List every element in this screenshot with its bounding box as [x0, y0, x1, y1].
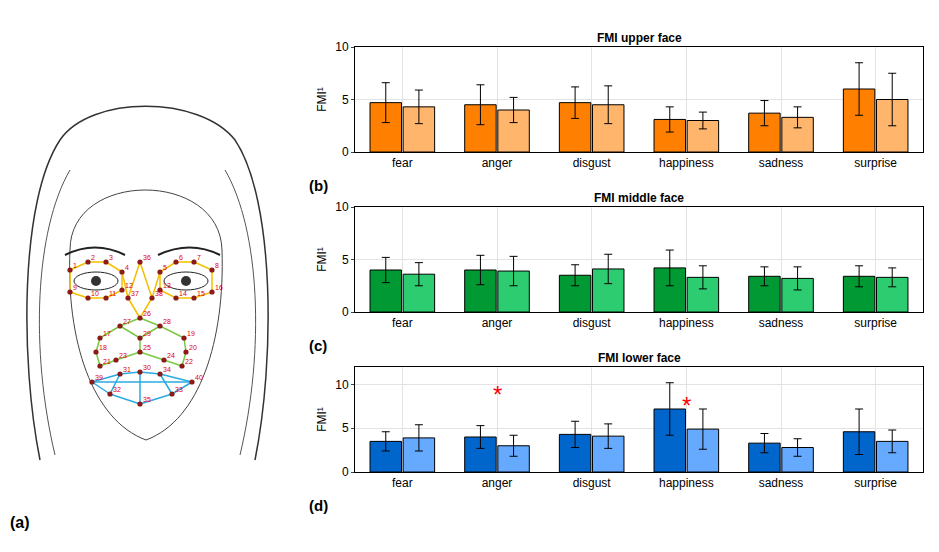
svg-text:FMI upper face: FMI upper face: [597, 31, 682, 45]
svg-text:disgust: disgust: [573, 156, 612, 170]
svg-text:20: 20: [189, 344, 197, 351]
svg-text:fear: fear: [392, 156, 413, 170]
svg-text:19: 19: [187, 330, 195, 337]
svg-text:0: 0: [342, 145, 349, 159]
svg-text:5: 5: [342, 93, 349, 107]
svg-text:10: 10: [335, 40, 349, 54]
svg-text:FMI lower face: FMI lower face: [598, 351, 681, 365]
svg-text:27: 27: [123, 318, 131, 325]
svg-text:(d): (d): [309, 497, 328, 514]
svg-text:15: 15: [197, 290, 205, 297]
svg-text:9: 9: [73, 284, 77, 291]
svg-text:23: 23: [119, 352, 127, 359]
svg-text:10: 10: [91, 290, 99, 297]
svg-text:(c): (c): [309, 337, 327, 354]
svg-text:18: 18: [99, 344, 107, 351]
svg-text:6: 6: [179, 254, 183, 261]
svg-text:happiness: happiness: [659, 476, 714, 490]
svg-text:1: 1: [73, 262, 77, 269]
svg-text:33: 33: [175, 386, 183, 393]
svg-text:4: 4: [125, 264, 129, 271]
svg-text:25: 25: [143, 344, 151, 351]
svg-text:21: 21: [103, 358, 111, 365]
svg-text:0: 0: [342, 465, 349, 479]
svg-text:11: 11: [109, 290, 116, 297]
svg-text:16: 16: [215, 284, 223, 291]
svg-text:FMI¹: FMI¹: [315, 87, 329, 112]
svg-text:sadness: sadness: [759, 156, 804, 170]
svg-text:disgust: disgust: [573, 316, 612, 330]
svg-text:31: 31: [123, 366, 131, 373]
svg-text:17: 17: [103, 330, 111, 337]
svg-text:sadness: sadness: [759, 316, 804, 330]
svg-text:happiness: happiness: [659, 156, 714, 170]
svg-text:32: 32: [113, 386, 121, 393]
svg-text:fear: fear: [392, 316, 413, 330]
svg-text:*: *: [493, 381, 502, 408]
svg-text:12: 12: [125, 282, 133, 289]
svg-text:39: 39: [95, 374, 103, 381]
svg-text:14: 14: [179, 290, 187, 297]
svg-text:(b): (b): [309, 177, 328, 194]
svg-text:13: 13: [163, 282, 171, 289]
svg-text:35: 35: [143, 396, 151, 403]
svg-text:anger: anger: [482, 316, 513, 330]
svg-text:anger: anger: [482, 476, 513, 490]
svg-text:0: 0: [342, 305, 349, 319]
svg-text:2: 2: [91, 254, 95, 261]
svg-text:29: 29: [143, 330, 151, 337]
svg-text:8: 8: [215, 262, 219, 269]
svg-text:26: 26: [143, 310, 151, 317]
svg-text:FMI middle face: FMI middle face: [594, 191, 684, 205]
svg-text:36: 36: [143, 254, 151, 261]
svg-text:sadness: sadness: [759, 476, 804, 490]
svg-text:40: 40: [195, 374, 203, 381]
svg-text:24: 24: [167, 352, 175, 359]
svg-text:surprise: surprise: [854, 476, 897, 490]
svg-text:happiness: happiness: [659, 316, 714, 330]
svg-text:5: 5: [342, 253, 349, 267]
svg-text:34: 34: [163, 366, 171, 373]
svg-text:28: 28: [163, 318, 171, 325]
svg-text:37: 37: [131, 290, 139, 297]
svg-text:30: 30: [143, 364, 151, 371]
svg-text:disgust: disgust: [573, 476, 612, 490]
svg-text:5: 5: [163, 264, 167, 271]
svg-text:38: 38: [155, 290, 163, 297]
svg-text:10: 10: [335, 200, 349, 214]
svg-text:3: 3: [109, 254, 113, 261]
svg-text:*: *: [682, 392, 691, 419]
svg-text:10: 10: [335, 378, 349, 392]
svg-text:7: 7: [197, 254, 201, 261]
svg-text:anger: anger: [482, 156, 513, 170]
svg-text:22: 22: [185, 358, 193, 365]
svg-text:surprise: surprise: [854, 156, 897, 170]
svg-text:5: 5: [342, 421, 349, 435]
svg-text:FMI¹: FMI¹: [315, 407, 329, 432]
svg-text:(a): (a): [10, 514, 30, 531]
svg-text:surprise: surprise: [854, 316, 897, 330]
svg-text:FMI¹: FMI¹: [315, 247, 329, 272]
svg-text:fear: fear: [392, 476, 413, 490]
